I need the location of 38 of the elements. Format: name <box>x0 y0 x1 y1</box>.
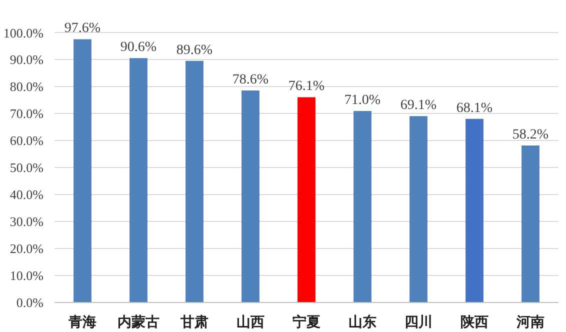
bar <box>466 118 484 302</box>
y-tick-label: 50.0% <box>10 160 44 176</box>
y-tick-label: 0.0% <box>16 295 44 310</box>
x-tick-label: 山东 <box>348 314 376 330</box>
y-tick-label: 80.0% <box>10 79 44 94</box>
data-label: 97.6% <box>64 21 101 36</box>
x-tick-label: 四川 <box>404 314 432 330</box>
x-tick-label: 宁夏 <box>292 314 320 330</box>
data-label: 69.1% <box>400 98 437 114</box>
x-tick-label: 甘肃 <box>180 314 208 330</box>
bar <box>242 90 260 302</box>
y-tick-label: 10.0% <box>10 268 44 284</box>
y-tick-label: 100.0% <box>3 25 44 40</box>
x-tick-label: 河南 <box>516 314 544 330</box>
data-label: 71.0% <box>344 92 381 108</box>
bar <box>130 58 148 302</box>
bar <box>410 116 428 302</box>
data-label: 90.6% <box>120 40 157 56</box>
x-tick-label: 陕西 <box>460 314 488 330</box>
data-label: 76.1% <box>288 79 325 94</box>
bar <box>522 146 540 302</box>
x-tick-label: 青海 <box>68 314 96 330</box>
y-tick-label: 60.0% <box>10 133 44 148</box>
bar <box>354 110 372 302</box>
bar <box>186 60 204 302</box>
y-tick-label: 30.0% <box>10 214 44 230</box>
y-tick-label: 20.0% <box>10 241 44 256</box>
x-tick-label: 内蒙古 <box>118 314 160 330</box>
bar <box>298 97 316 302</box>
data-label: 58.2% <box>512 128 549 143</box>
x-tick-label: 山西 <box>236 314 264 330</box>
data-label: 89.6% <box>176 42 213 58</box>
y-tick-label: 70.0% <box>10 106 44 122</box>
data-label: 78.6% <box>232 72 269 88</box>
y-tick-label: 40.0% <box>10 187 44 202</box>
data-label: 68.1% <box>456 100 493 116</box>
y-tick-label: 90.0% <box>10 52 44 68</box>
bar <box>74 39 92 302</box>
